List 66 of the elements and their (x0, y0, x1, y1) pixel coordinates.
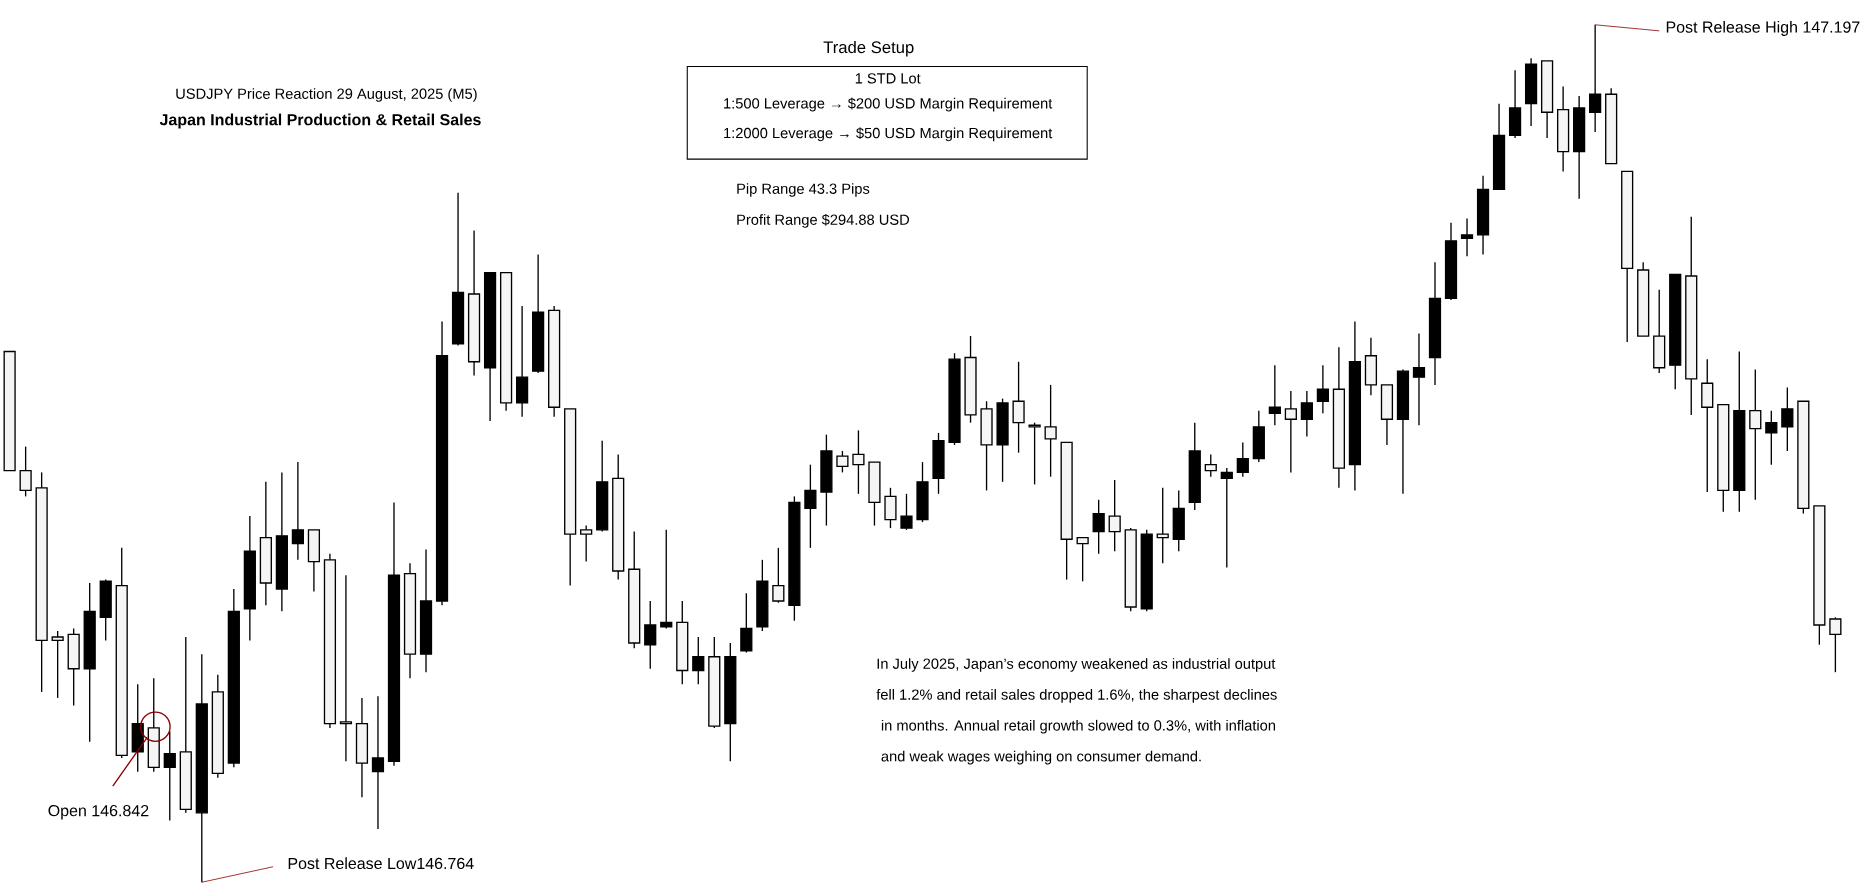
annotation: 1:500 Leverage → $200 USD Margin Requirement (724, 97, 1053, 112)
text: Japan Industrial Production & Retail Sales (159, 113, 481, 129)
text: USDJPY Price Reaction 29 August, 2025 (M5) (176, 88, 477, 102)
candlestick (1749, 368, 1762, 501)
candlestick (1701, 358, 1714, 493)
candlestick (1781, 386, 1794, 452)
candlestick (1524, 57, 1538, 127)
annotation: in months. Annual retail growth slowed to 0.3%, with inflation (881, 719, 1275, 734)
annotation: In July 2025, Japan’s economy weakened as industrial output (877, 658, 1276, 672)
candlestick (1460, 217, 1474, 257)
annotation: 1:2000 Leverage → $50 USD Margin Requirement (724, 127, 1053, 142)
candlestick (355, 697, 369, 799)
candlestick (403, 562, 417, 679)
candlestick (371, 695, 385, 830)
candlestick (804, 464, 817, 549)
candlestick (451, 192, 465, 347)
annotation: 1 STD Lot (855, 73, 921, 84)
candlestick (1364, 337, 1378, 396)
candlestick (467, 229, 481, 377)
candlestick (1284, 390, 1297, 474)
candlestick (1573, 95, 1586, 200)
candlestick (1476, 175, 1490, 256)
annotation: Trade Setup (823, 40, 914, 57)
candlestick (259, 481, 272, 606)
candlestick (1557, 85, 1570, 173)
candlestick (387, 501, 401, 767)
annotation: Open 146.842 (48, 804, 149, 820)
candlestick (83, 582, 96, 743)
candlestick (1268, 364, 1281, 426)
candlestick (516, 305, 529, 418)
candlestick (644, 600, 657, 670)
candlestick (532, 253, 545, 374)
candlestick (291, 461, 305, 561)
candlestick (1348, 320, 1362, 492)
annotation: Pip Range 43.3 Pips (737, 183, 870, 197)
candlestick (1508, 69, 1522, 139)
candlestick (1300, 390, 1313, 438)
candlestick (1396, 368, 1410, 495)
candlestick (275, 471, 288, 612)
annotation: and weak wages weighing on consumer demand. (881, 750, 1201, 765)
candlestick (339, 574, 353, 763)
candlestick (1332, 346, 1346, 489)
candlestick (1108, 479, 1121, 552)
candlestick (1316, 364, 1329, 414)
candlestick (1589, 24, 1602, 133)
candlestick (1733, 350, 1746, 513)
annotation: Post Release Low146.764 (288, 857, 474, 870)
candlestick (1428, 261, 1442, 386)
candlestick (1156, 487, 1169, 564)
candlestick (163, 730, 176, 822)
candlestick (243, 515, 256, 642)
candlestick (419, 548, 433, 673)
candlestick (1685, 216, 1698, 416)
candlestick (852, 429, 865, 495)
candlestick (195, 653, 208, 883)
candlestick (1829, 616, 1842, 673)
candlestick (323, 553, 337, 729)
candlestick (548, 305, 561, 418)
annotation: fell 1.2% and retail sales dropped 1.6%, the sharpest declines (876, 689, 1277, 703)
candlestick (1012, 361, 1025, 454)
candlestick (1044, 384, 1057, 478)
candlestick (1412, 332, 1426, 426)
candlestick (435, 320, 449, 606)
annotation: Profit Range $294.88 USD (737, 213, 910, 228)
annotation: Post Release High 147.197 (1666, 21, 1860, 36)
candlestick (1444, 222, 1458, 301)
